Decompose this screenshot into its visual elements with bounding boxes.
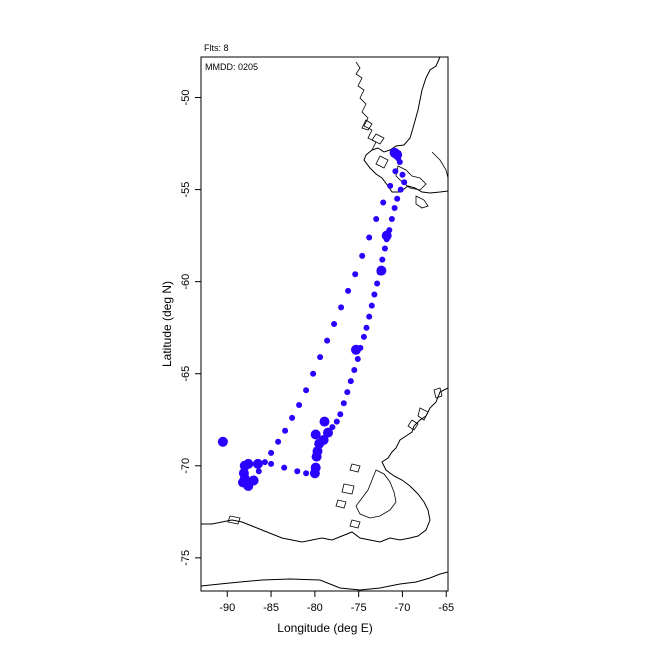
track-point bbox=[374, 280, 381, 287]
coastline-small-islands bbox=[227, 463, 361, 529]
track-point bbox=[387, 182, 394, 189]
track-point bbox=[239, 473, 250, 484]
track-point bbox=[380, 199, 387, 206]
track-point bbox=[261, 459, 268, 466]
track-point bbox=[351, 367, 358, 373]
track-point bbox=[303, 470, 310, 477]
flight-track bbox=[217, 147, 408, 491]
track-point bbox=[397, 186, 404, 193]
y-tick-label: -75 bbox=[180, 550, 192, 566]
track-point bbox=[296, 402, 303, 408]
coastline-antarctic-peninsula bbox=[201, 387, 448, 543]
track-point bbox=[354, 356, 361, 362]
track-point bbox=[282, 427, 289, 434]
coastline-falkland-edge bbox=[431, 151, 448, 179]
track-point bbox=[310, 429, 321, 440]
track-point bbox=[359, 252, 366, 259]
track-point bbox=[309, 468, 320, 479]
track-point bbox=[340, 400, 347, 407]
plot-frame bbox=[200, 56, 449, 592]
track-point bbox=[347, 378, 354, 385]
track-point bbox=[337, 411, 344, 418]
coastlines bbox=[201, 57, 448, 591]
track-point bbox=[324, 337, 331, 344]
track-point bbox=[352, 271, 359, 278]
track-point bbox=[371, 291, 378, 298]
track-point bbox=[381, 230, 392, 241]
track-point bbox=[248, 475, 259, 486]
coastline-islands-1 bbox=[361, 119, 389, 169]
track-point bbox=[239, 460, 250, 471]
track-point bbox=[392, 168, 399, 175]
track-point bbox=[401, 179, 408, 186]
track-point bbox=[381, 245, 388, 252]
track-point bbox=[391, 205, 398, 211]
x-tick-label: -75 bbox=[351, 602, 367, 614]
flights-label: Flts: 8 bbox=[204, 43, 229, 53]
coastline-south-shelf bbox=[201, 571, 448, 591]
track-point bbox=[363, 324, 370, 331]
date-label: MMDD: 0205 bbox=[205, 62, 258, 72]
track-point bbox=[368, 302, 375, 309]
y-tick-label: -65 bbox=[180, 366, 192, 382]
y-axis: -50 -55 -60 -65 -70 -75 bbox=[180, 90, 201, 566]
track-point bbox=[388, 216, 395, 222]
track-point bbox=[289, 414, 296, 421]
x-axis-label: Longitude (deg E) bbox=[277, 621, 372, 635]
track-point bbox=[345, 287, 352, 294]
track-point bbox=[268, 449, 275, 456]
coastline-tierra-del-fuego bbox=[395, 165, 429, 209]
track-point bbox=[281, 464, 288, 471]
coastline-alexander-island bbox=[355, 469, 397, 519]
track-point bbox=[366, 234, 373, 241]
track-point bbox=[317, 354, 324, 361]
track-point bbox=[255, 468, 262, 475]
coastline-south-america bbox=[363, 57, 448, 194]
x-tick-label: -70 bbox=[395, 602, 411, 614]
track-point bbox=[389, 147, 400, 158]
y-tick-label: -70 bbox=[180, 458, 192, 474]
x-axis: -90 -85 -80 -75 -70 -65 bbox=[219, 591, 454, 614]
x-tick-label: -80 bbox=[307, 602, 323, 614]
x-tick-label: -90 bbox=[219, 602, 235, 614]
track-point bbox=[373, 216, 380, 222]
track-point bbox=[333, 418, 340, 425]
track-point bbox=[344, 389, 351, 396]
y-axis-label: Latitude (deg N) bbox=[160, 281, 174, 367]
track-point bbox=[252, 458, 263, 469]
x-tick-label: -65 bbox=[438, 602, 454, 614]
track-point bbox=[376, 265, 387, 276]
track-point bbox=[217, 436, 228, 447]
coastline-peninsula-tip bbox=[407, 387, 443, 431]
track-point bbox=[319, 416, 330, 427]
track-point bbox=[331, 321, 338, 327]
x-tick-label: -85 bbox=[263, 602, 279, 614]
track-point bbox=[294, 468, 301, 475]
track-point bbox=[303, 387, 310, 394]
y-tick-label: -50 bbox=[180, 90, 192, 106]
coastline-chile-fjords bbox=[355, 61, 377, 151]
track-point bbox=[366, 313, 373, 320]
track-point bbox=[360, 333, 367, 340]
track-point bbox=[394, 195, 401, 202]
track-point bbox=[323, 427, 333, 438]
track-point bbox=[351, 344, 361, 355]
track-point bbox=[275, 438, 282, 445]
track-point bbox=[268, 460, 275, 467]
y-tick-label: -55 bbox=[180, 182, 192, 198]
track-point bbox=[338, 304, 345, 311]
track-point bbox=[379, 256, 386, 263]
y-tick-label: -60 bbox=[180, 274, 192, 290]
track-point bbox=[312, 446, 323, 457]
track-point bbox=[310, 370, 317, 377]
track-point bbox=[399, 171, 406, 178]
